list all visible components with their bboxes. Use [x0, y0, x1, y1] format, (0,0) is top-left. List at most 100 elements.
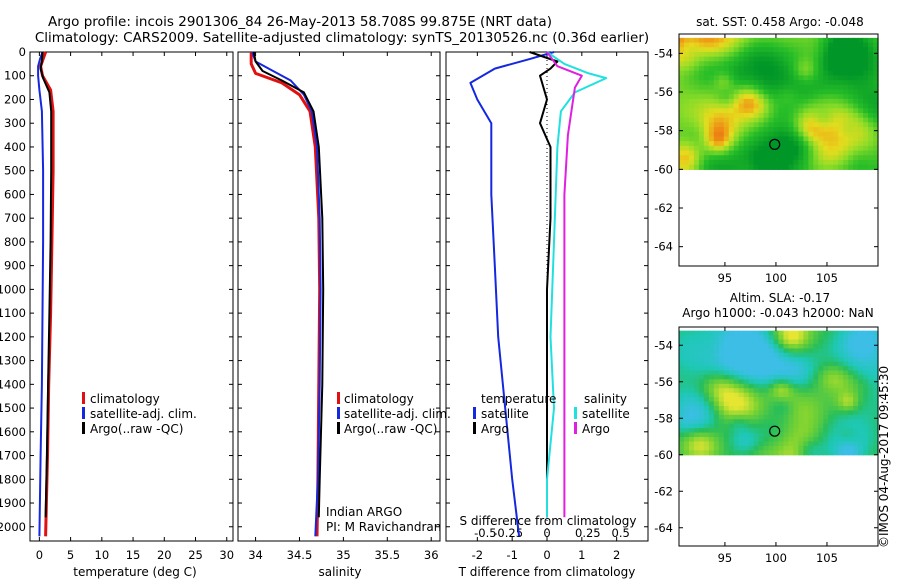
- map-cell: [833, 352, 839, 358]
- map-cell: [823, 159, 829, 166]
- map-cell: [698, 352, 705, 358]
- map-cell: [728, 51, 735, 58]
- map-cell: [753, 70, 760, 77]
- map-cell: [778, 410, 785, 416]
- map-cell: [748, 61, 755, 67]
- map-cell: [708, 66, 715, 72]
- map-cell: [698, 70, 705, 77]
- map-cell: [853, 56, 859, 62]
- map-cell: [743, 388, 750, 394]
- map-cell: [858, 141, 864, 147]
- map-cell: [788, 112, 795, 119]
- map-cell: [853, 410, 859, 416]
- map-cell: [743, 330, 750, 336]
- map-cell: [858, 423, 864, 429]
- map-cell: [708, 89, 715, 95]
- map-cell: [733, 94, 740, 100]
- map-cell: [858, 357, 864, 363]
- map-cell: [698, 348, 705, 354]
- map-cell: [733, 352, 740, 358]
- map-cell: [873, 406, 879, 412]
- map-cell: [833, 339, 839, 345]
- map-cell: [723, 450, 730, 456]
- map-cell: [783, 450, 790, 456]
- map-cell: [748, 335, 755, 341]
- legend-swatch-temp-satellite: [473, 407, 476, 419]
- map-cell: [813, 51, 819, 58]
- map-cell: [848, 335, 854, 341]
- map-cell: [833, 75, 839, 81]
- map-cell: [783, 392, 790, 398]
- map-cell: [858, 164, 864, 170]
- map-cell: [728, 150, 735, 156]
- map-cell: [768, 89, 775, 95]
- map-cell: [738, 410, 745, 416]
- map-cell: [713, 136, 720, 142]
- map-cell: [783, 401, 790, 407]
- map-cell: [713, 450, 720, 456]
- y-tick-label: 1000: [0, 282, 26, 296]
- map-cell: [683, 103, 690, 109]
- map-cell: [823, 357, 829, 363]
- map-cell: [848, 330, 854, 336]
- map-cell: [803, 42, 809, 48]
- legend-heading-temperature: temperature: [481, 392, 556, 406]
- map-cell: [868, 441, 874, 447]
- y-tick-label: -58: [654, 124, 673, 138]
- map-cell: [873, 410, 879, 416]
- map-cell: [713, 108, 720, 114]
- x-tick-label: 95: [718, 551, 733, 565]
- map-cell: [848, 374, 854, 380]
- map-cell: [738, 51, 745, 58]
- map-cell: [768, 42, 775, 48]
- map-cell: [843, 150, 849, 156]
- map-cell: [713, 432, 720, 438]
- map-cell: [733, 37, 740, 44]
- map-cell: [843, 61, 849, 67]
- map-cell: [723, 366, 730, 372]
- map-cell: [753, 117, 760, 123]
- map-cell: [768, 379, 775, 385]
- map-cell: [863, 141, 869, 147]
- map-cell: [703, 419, 710, 425]
- map-cell: [873, 56, 879, 62]
- map-cell: [788, 159, 795, 166]
- map-cell: [793, 89, 799, 95]
- map-cell: [688, 42, 695, 48]
- map-cell: [803, 84, 809, 91]
- map-cell: [733, 51, 740, 58]
- map-cell: [703, 150, 710, 156]
- map-cell: [788, 164, 795, 170]
- map-cell: [743, 379, 750, 385]
- y-tick-label: 400: [4, 140, 26, 154]
- map-cell: [768, 155, 775, 161]
- map-cell: [708, 159, 715, 166]
- map-cell: [743, 348, 750, 354]
- map-cell: [723, 37, 730, 44]
- map-cell: [778, 406, 785, 412]
- map-cell: [798, 352, 804, 358]
- map-cell: [679, 145, 685, 152]
- map-cell: [853, 366, 859, 372]
- map-cell: [818, 348, 824, 354]
- map-cell: [743, 352, 750, 358]
- map-cell: [833, 366, 839, 372]
- map-cell: [793, 103, 799, 109]
- map-cell: [813, 61, 819, 67]
- map-cell: [823, 343, 829, 349]
- map-cell: [833, 432, 839, 438]
- map-cell: [763, 419, 770, 425]
- map-cell: [738, 352, 745, 358]
- map-cell: [848, 51, 854, 58]
- map-cell: [693, 84, 700, 91]
- map-cell: [698, 84, 705, 91]
- map-cell: [858, 330, 864, 336]
- map-cell: [679, 352, 685, 358]
- map-cell: [698, 445, 705, 451]
- map-cell: [793, 410, 799, 416]
- legend-label-climatology: climatology: [344, 392, 414, 406]
- salinity-xlabel: salinity: [318, 565, 361, 579]
- map-cell: [858, 437, 864, 443]
- map-cell: [803, 155, 809, 161]
- map-cell: [683, 131, 690, 138]
